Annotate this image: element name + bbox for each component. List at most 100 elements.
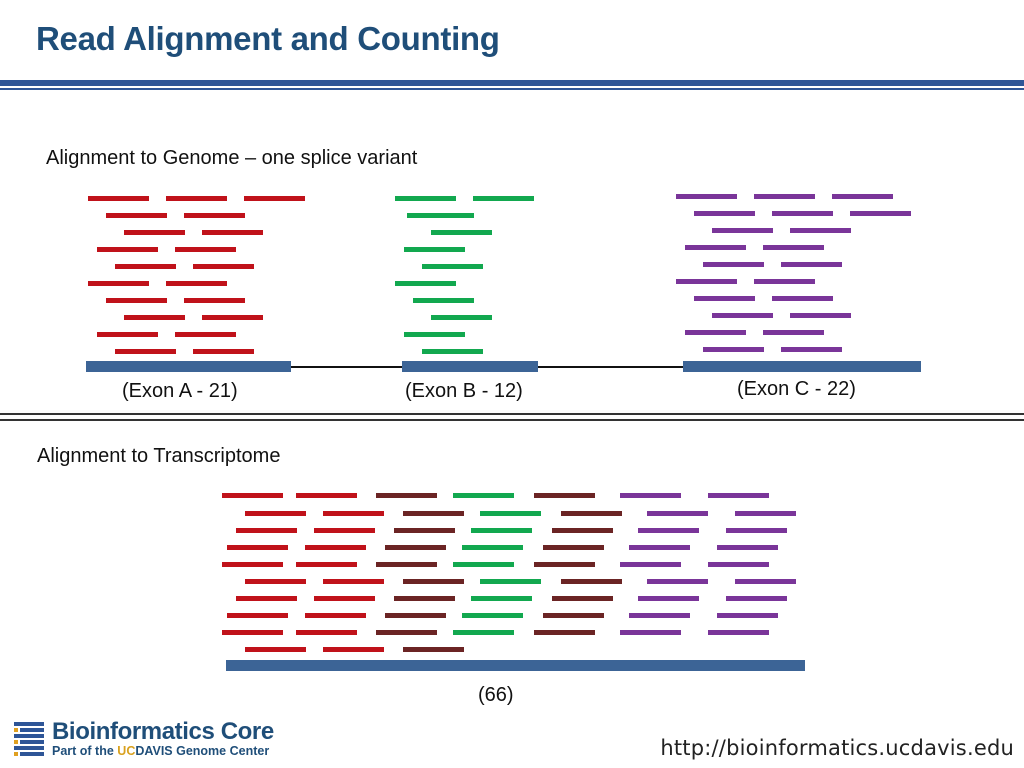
read-exon-a-12 xyxy=(166,281,227,286)
read-exon-c-0 xyxy=(676,194,737,199)
read-transcript-41 xyxy=(735,579,796,584)
read-transcript-3 xyxy=(453,493,514,498)
read-exon-c-20 xyxy=(703,347,764,352)
read-exon-a-4 xyxy=(184,213,245,218)
read-transcript-23 xyxy=(385,545,446,550)
read-transcript-26 xyxy=(629,545,690,550)
read-transcript-58 xyxy=(376,630,437,635)
read-exon-c-4 xyxy=(772,211,833,216)
read-transcript-54 xyxy=(629,613,690,618)
read-transcript-43 xyxy=(314,596,375,601)
read-exon-a-3 xyxy=(106,213,167,218)
read-exon-c-21 xyxy=(781,347,842,352)
read-transcript-14 xyxy=(236,528,297,533)
read-exon-c-6 xyxy=(712,228,773,233)
read-exon-b-11 xyxy=(422,349,483,354)
read-exon-a-16 xyxy=(202,315,263,320)
transcript-count-label: (66) xyxy=(478,684,514,706)
read-exon-a-7 xyxy=(97,247,158,252)
read-transcript-29 xyxy=(296,562,357,567)
exon-c-label: (Exon C - 22) xyxy=(737,378,856,400)
read-exon-a-18 xyxy=(175,332,236,337)
read-transcript-17 xyxy=(471,528,532,533)
read-transcript-47 xyxy=(638,596,699,601)
read-exon-b-5 xyxy=(404,247,465,252)
read-exon-a-17 xyxy=(97,332,158,337)
read-transcript-4 xyxy=(534,493,595,498)
read-transcript-20 xyxy=(726,528,787,533)
read-transcript-9 xyxy=(403,511,464,516)
read-exon-a-1 xyxy=(166,196,227,201)
read-exon-c-11 xyxy=(781,262,842,267)
read-transcript-37 xyxy=(403,579,464,584)
read-transcript-6 xyxy=(708,493,769,498)
read-exon-c-15 xyxy=(772,296,833,301)
read-transcript-2 xyxy=(376,493,437,498)
read-transcript-19 xyxy=(638,528,699,533)
read-transcript-5 xyxy=(620,493,681,498)
read-transcript-56 xyxy=(222,630,283,635)
read-exon-c-14 xyxy=(694,296,755,301)
read-transcript-55 xyxy=(717,613,778,618)
footer-url[interactable]: http://bioinformatics.ucdavis.edu xyxy=(660,736,1014,760)
read-exon-a-9 xyxy=(115,264,176,269)
read-transcript-27 xyxy=(717,545,778,550)
read-transcript-0 xyxy=(222,493,283,498)
read-transcript-63 xyxy=(245,647,306,652)
read-transcript-51 xyxy=(385,613,446,618)
read-exon-c-1 xyxy=(754,194,815,199)
read-transcript-46 xyxy=(552,596,613,601)
read-exon-b-10 xyxy=(404,332,465,337)
slide-title: Read Alignment and Counting xyxy=(36,20,500,57)
read-exon-c-19 xyxy=(763,330,824,335)
read-transcript-21 xyxy=(227,545,288,550)
exon-a-label: (Exon A - 21) xyxy=(122,380,238,402)
logo-mark-icon xyxy=(14,722,48,756)
read-transcript-24 xyxy=(462,545,523,550)
genome-section-heading: Alignment to Genome – one splice variant xyxy=(46,147,418,169)
read-exon-a-5 xyxy=(124,230,185,235)
read-exon-c-2 xyxy=(832,194,893,199)
read-transcript-61 xyxy=(620,630,681,635)
section-divider-bottom xyxy=(0,419,1024,421)
read-exon-a-11 xyxy=(88,281,149,286)
read-exon-a-15 xyxy=(124,315,185,320)
read-exon-b-7 xyxy=(395,281,456,286)
read-exon-a-0 xyxy=(88,196,149,201)
read-exon-c-13 xyxy=(754,279,815,284)
read-exon-b-0 xyxy=(395,196,456,201)
read-transcript-39 xyxy=(561,579,622,584)
read-exon-c-18 xyxy=(685,330,746,335)
read-transcript-59 xyxy=(453,630,514,635)
read-exon-a-13 xyxy=(106,298,167,303)
bioinformatics-core-logo: Bioinformatics Core Part of the UCDAVIS … xyxy=(14,718,284,762)
read-transcript-30 xyxy=(376,562,437,567)
read-exon-a-20 xyxy=(193,349,254,354)
read-exon-c-9 xyxy=(763,245,824,250)
read-transcript-18 xyxy=(552,528,613,533)
read-transcript-34 xyxy=(708,562,769,567)
read-transcript-62 xyxy=(708,630,769,635)
read-exon-a-19 xyxy=(115,349,176,354)
read-exon-a-2 xyxy=(244,196,305,201)
read-exon-c-8 xyxy=(685,245,746,250)
title-rule-thick xyxy=(0,80,1024,86)
read-transcript-36 xyxy=(323,579,384,584)
read-transcript-57 xyxy=(296,630,357,635)
title-rule-thin xyxy=(0,88,1024,90)
read-transcript-52 xyxy=(462,613,523,618)
read-transcript-33 xyxy=(620,562,681,567)
logo-subtitle: Part of the UCDAVIS Genome Center xyxy=(52,744,270,758)
read-transcript-25 xyxy=(543,545,604,550)
read-exon-b-8 xyxy=(413,298,474,303)
transcriptome-section-heading: Alignment to Transcriptome xyxy=(37,445,281,467)
read-transcript-11 xyxy=(561,511,622,516)
exon-a-bar xyxy=(86,361,291,372)
read-exon-a-14 xyxy=(184,298,245,303)
read-exon-c-5 xyxy=(850,211,911,216)
logo-name: Bioinformatics Core xyxy=(52,718,274,745)
read-transcript-1 xyxy=(296,493,357,498)
read-transcript-35 xyxy=(245,579,306,584)
exon-b-bar xyxy=(402,361,538,372)
